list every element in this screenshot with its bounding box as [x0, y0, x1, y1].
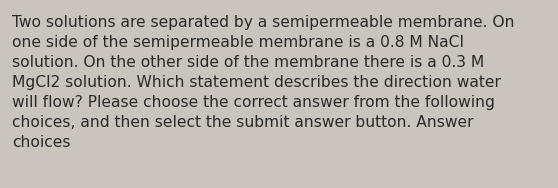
Text: Two solutions are separated by a semipermeable membrane. On
one side of the semi: Two solutions are separated by a semiper…	[12, 15, 514, 150]
